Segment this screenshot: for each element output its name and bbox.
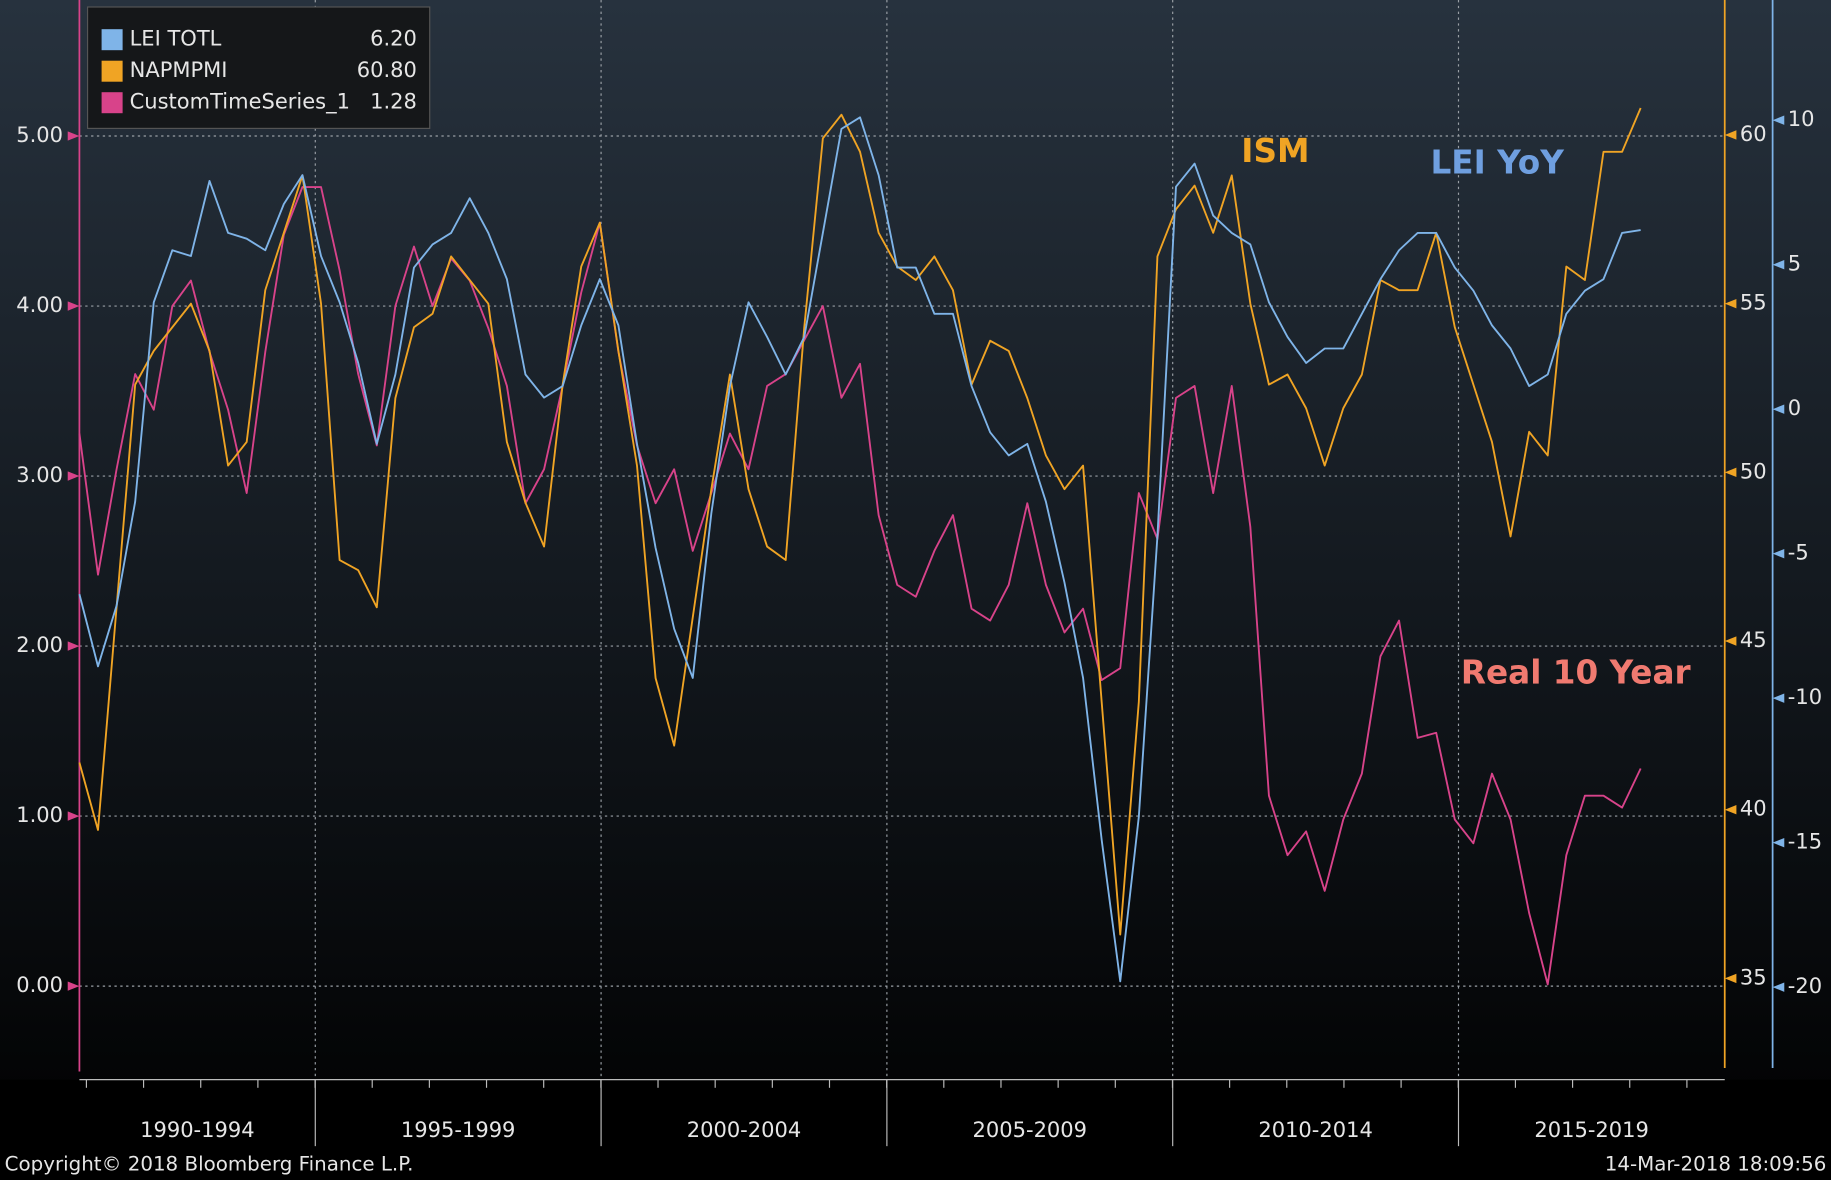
series-line xyxy=(78,186,1642,986)
series-line xyxy=(78,116,1641,983)
y3-tick xyxy=(1772,837,1785,848)
y3-tick-label: -10 xyxy=(1788,684,1822,709)
legend-value: 1.28 xyxy=(370,89,417,114)
legend-swatch xyxy=(101,60,123,82)
x-tick-label: 2000-2004 xyxy=(687,1117,801,1142)
y3-tick-label: 5 xyxy=(1788,251,1801,276)
y3-tick-label: -20 xyxy=(1788,973,1822,998)
legend-value: 6.20 xyxy=(370,26,417,51)
y3-tick-label: -5 xyxy=(1788,540,1809,565)
y2-tick-label: 55 xyxy=(1740,290,1767,315)
y2-tick-label: 45 xyxy=(1740,627,1767,652)
legend-box xyxy=(86,6,431,129)
x-tick-label: 2010-2014 xyxy=(1258,1117,1372,1142)
y-tick-label: 0.00 xyxy=(16,972,63,997)
legend-value: 60.80 xyxy=(357,57,417,82)
y2-tick-label: 35 xyxy=(1740,964,1767,989)
y-tick xyxy=(67,641,80,651)
y2-tick xyxy=(1724,467,1737,478)
y2-tick xyxy=(1724,298,1737,309)
axis-band xyxy=(0,1079,1831,1180)
y3-tick-label: -15 xyxy=(1788,829,1822,854)
y-tick xyxy=(67,471,80,481)
legend-label: CustomTimeSeries_1 xyxy=(130,89,350,115)
y-tick xyxy=(67,981,80,991)
y3-tick-label: 10 xyxy=(1788,106,1815,131)
y-tick xyxy=(67,301,80,311)
y-tick-label: 4.00 xyxy=(16,292,63,317)
x-tick-label: 1995-1999 xyxy=(401,1117,515,1142)
y2-tick xyxy=(1724,973,1737,984)
y-tick-label: 5.00 xyxy=(16,122,63,147)
y-tick-label: 2.00 xyxy=(16,632,63,657)
y3-tick xyxy=(1772,693,1785,703)
legend-swatch xyxy=(101,29,123,51)
y-tick-label: 3.00 xyxy=(16,462,63,487)
y3-tick xyxy=(1772,982,1785,992)
x-tick-label: 2005-2009 xyxy=(973,1117,1087,1142)
y3-tick xyxy=(1772,549,1785,559)
legend-swatch xyxy=(101,92,123,114)
y2-tick-label: 40 xyxy=(1740,796,1767,821)
y-tick xyxy=(67,131,80,141)
x-tick-label: 2015-2019 xyxy=(1534,1117,1648,1142)
annotation: LEI YoY xyxy=(1430,144,1564,182)
y-tick-label: 1.00 xyxy=(16,802,63,827)
y2-tick-label: 50 xyxy=(1740,458,1767,483)
y2-tick-label: 60 xyxy=(1740,121,1767,146)
y3-tick xyxy=(1772,260,1785,270)
y3-tick xyxy=(1772,404,1785,414)
y2-tick xyxy=(1724,805,1737,815)
y2-tick xyxy=(1724,130,1737,140)
legend-label: NAPMPMI xyxy=(130,57,228,82)
annotation: Real 10 Year xyxy=(1461,654,1692,692)
y3-tick-label: 0 xyxy=(1788,395,1801,420)
legend-label: LEI TOTL xyxy=(130,26,222,51)
annotation: ISM xyxy=(1241,132,1309,170)
y3-tick xyxy=(1772,115,1785,125)
footer-left: Copyright© 2018 Bloomberg Finance L.P. xyxy=(5,1152,414,1175)
y-tick xyxy=(67,811,80,821)
x-tick-label: 1990-1994 xyxy=(140,1117,254,1142)
footer-right: 14-Mar-2018 18:09:56 xyxy=(1605,1152,1827,1175)
y2-tick xyxy=(1724,636,1737,646)
